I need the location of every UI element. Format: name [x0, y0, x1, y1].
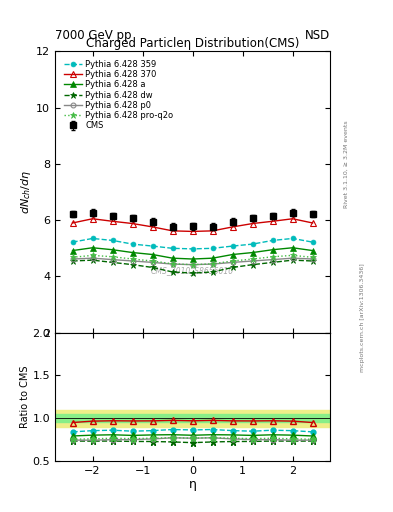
Pythia 6.428 pro-q2o	[210, 261, 215, 267]
Pythia 6.428 a	[290, 245, 295, 251]
Pythia 6.428 dw	[310, 258, 315, 264]
Title: Charged Particleη Distribution(CMS): Charged Particleη Distribution(CMS)	[86, 37, 299, 50]
Pythia 6.428 dw	[150, 264, 155, 270]
Pythia 6.428 a	[70, 247, 75, 253]
Pythia 6.428 359	[190, 246, 195, 252]
Pythia 6.428 a	[210, 255, 215, 261]
Line: Pythia 6.428 a: Pythia 6.428 a	[70, 245, 316, 262]
Y-axis label: Ratio to CMS: Ratio to CMS	[20, 366, 29, 428]
Pythia 6.428 pro-q2o	[270, 253, 275, 260]
Pythia 6.428 dw	[230, 264, 235, 270]
Pythia 6.428 359	[150, 243, 155, 249]
Pythia 6.428 a	[150, 251, 155, 258]
Pythia 6.428 p0	[270, 257, 275, 263]
Text: mcplots.cern.ch [arXiv:1306.3436]: mcplots.cern.ch [arXiv:1306.3436]	[360, 263, 365, 372]
Pythia 6.428 pro-q2o	[70, 254, 75, 261]
Pythia 6.428 dw	[210, 269, 215, 275]
Pythia 6.428 359	[290, 236, 295, 242]
Pythia 6.428 370	[130, 221, 135, 227]
Pythia 6.428 p0	[230, 259, 235, 265]
Line: Pythia 6.428 p0: Pythia 6.428 p0	[70, 256, 315, 267]
Pythia 6.428 359	[250, 241, 255, 247]
Pythia 6.428 p0	[70, 256, 75, 262]
X-axis label: η: η	[189, 478, 196, 492]
Pythia 6.428 a	[170, 255, 175, 261]
Text: Rivet 3.1.10, ≥ 3.2M events: Rivet 3.1.10, ≥ 3.2M events	[344, 120, 349, 208]
Pythia 6.428 370	[290, 216, 295, 222]
Line: Pythia 6.428 359: Pythia 6.428 359	[70, 236, 315, 251]
Pythia 6.428 p0	[130, 258, 135, 264]
Bar	[55, 410, 330, 426]
Pythia 6.428 dw	[110, 259, 115, 265]
Pythia 6.428 359	[110, 238, 115, 244]
Text: NSD: NSD	[305, 29, 330, 42]
Pythia 6.428 pro-q2o	[230, 258, 235, 264]
Pythia 6.428 359	[210, 245, 215, 251]
Pythia 6.428 p0	[310, 256, 315, 262]
Pythia 6.428 pro-q2o	[170, 261, 175, 267]
Pythia 6.428 359	[90, 236, 95, 242]
Pythia 6.428 359	[170, 245, 175, 251]
Text: CMS_2010_S8656010: CMS_2010_S8656010	[151, 266, 234, 275]
Pythia 6.428 370	[170, 228, 175, 234]
Text: 7000 GeV pp: 7000 GeV pp	[55, 29, 132, 42]
Pythia 6.428 359	[70, 239, 75, 245]
Pythia 6.428 p0	[90, 255, 95, 261]
Pythia 6.428 370	[190, 228, 195, 234]
Pythia 6.428 pro-q2o	[110, 253, 115, 260]
Pythia 6.428 a	[90, 245, 95, 251]
Pythia 6.428 p0	[190, 262, 195, 268]
Pythia 6.428 370	[70, 220, 75, 226]
Pythia 6.428 359	[270, 238, 275, 244]
Line: Pythia 6.428 370: Pythia 6.428 370	[70, 216, 316, 234]
Pythia 6.428 dw	[250, 262, 255, 268]
Pythia 6.428 pro-q2o	[130, 256, 135, 262]
Pythia 6.428 359	[130, 241, 135, 247]
Pythia 6.428 pro-q2o	[250, 256, 255, 262]
Pythia 6.428 dw	[190, 270, 195, 276]
Line: Pythia 6.428 pro-q2o: Pythia 6.428 pro-q2o	[69, 252, 316, 268]
Pythia 6.428 p0	[170, 261, 175, 267]
Pythia 6.428 pro-q2o	[90, 252, 95, 259]
Pythia 6.428 370	[110, 218, 115, 224]
Pythia 6.428 a	[310, 247, 315, 253]
Pythia 6.428 a	[230, 251, 235, 258]
Pythia 6.428 p0	[150, 259, 155, 265]
Pythia 6.428 p0	[250, 258, 255, 264]
Pythia 6.428 p0	[290, 255, 295, 261]
Y-axis label: $dN_{ch}/d\eta$: $dN_{ch}/d\eta$	[19, 170, 33, 214]
Pythia 6.428 p0	[210, 261, 215, 267]
Pythia 6.428 a	[270, 247, 275, 253]
Pythia 6.428 370	[210, 228, 215, 234]
Pythia 6.428 370	[270, 218, 275, 224]
Pythia 6.428 370	[90, 216, 95, 222]
Pythia 6.428 370	[150, 224, 155, 230]
Pythia 6.428 a	[130, 249, 135, 255]
Pythia 6.428 pro-q2o	[150, 258, 155, 264]
Pythia 6.428 pro-q2o	[290, 252, 295, 259]
Bar	[55, 414, 330, 422]
Pythia 6.428 359	[230, 243, 235, 249]
Pythia 6.428 dw	[90, 257, 95, 263]
Pythia 6.428 dw	[130, 262, 135, 268]
Pythia 6.428 370	[230, 224, 235, 230]
Pythia 6.428 370	[310, 220, 315, 226]
Pythia 6.428 pro-q2o	[310, 254, 315, 261]
Pythia 6.428 a	[190, 256, 195, 262]
Pythia 6.428 pro-q2o	[190, 262, 195, 268]
Pythia 6.428 a	[110, 247, 115, 253]
Pythia 6.428 p0	[110, 257, 115, 263]
Legend: Pythia 6.428 359, Pythia 6.428 370, Pythia 6.428 a, Pythia 6.428 dw, Pythia 6.42: Pythia 6.428 359, Pythia 6.428 370, Pyth…	[62, 58, 175, 132]
Pythia 6.428 dw	[290, 257, 295, 263]
Pythia 6.428 dw	[70, 258, 75, 264]
Pythia 6.428 dw	[170, 269, 175, 275]
Line: Pythia 6.428 dw: Pythia 6.428 dw	[69, 257, 316, 276]
Pythia 6.428 359	[310, 239, 315, 245]
Pythia 6.428 370	[250, 221, 255, 227]
Pythia 6.428 dw	[270, 259, 275, 265]
Pythia 6.428 a	[250, 249, 255, 255]
